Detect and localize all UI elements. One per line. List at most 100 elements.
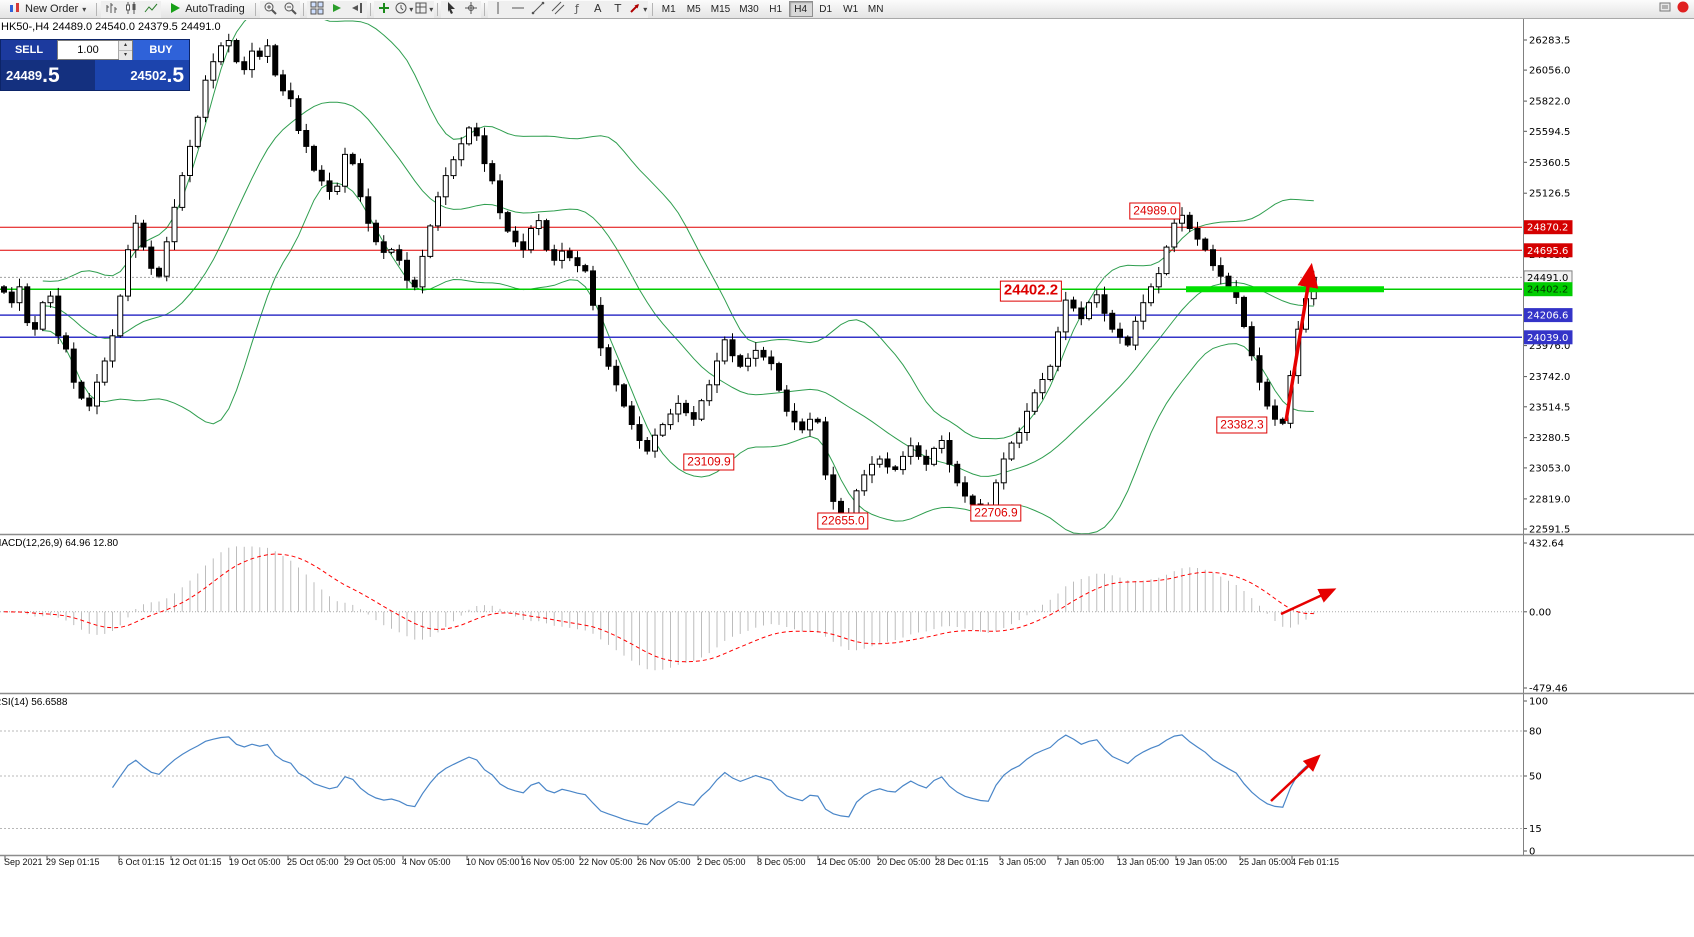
candle-body — [1093, 294, 1100, 304]
candle-body — [783, 389, 790, 412]
buy-price[interactable]: 24502.5 — [95, 60, 189, 90]
timeframe-h1-button[interactable]: H1 — [764, 1, 788, 17]
price-badge: 24039.0 — [1523, 330, 1573, 345]
autotrading-play-icon — [168, 1, 182, 18]
timeframe-m5-button[interactable]: M5 — [682, 1, 706, 17]
timeframe-m1-button[interactable]: M1 — [657, 1, 681, 17]
candle-body — [218, 45, 224, 63]
bar-chart-button[interactable] — [101, 0, 122, 18]
rsi-panel — [0, 730, 1522, 829]
svg-text:T: T — [613, 2, 621, 15]
cursor-button[interactable] — [440, 0, 461, 18]
ohlc-values: 24489.0 24540.0 24379.5 24491.0 — [52, 21, 221, 33]
candle-body — [962, 482, 968, 497]
candle-body — [109, 335, 116, 362]
timeframe-mn-button[interactable]: MN — [864, 1, 888, 17]
toolbar-separator — [96, 2, 98, 16]
trend-arrow[interactable] — [1280, 588, 1337, 616]
candle-body — [380, 241, 387, 253]
new-order-button[interactable]: New Order ▾ — [2, 1, 92, 18]
volume-value[interactable]: 1.00 — [77, 44, 99, 56]
candle-body — [202, 79, 209, 118]
candle-body — [287, 90, 294, 100]
timeframe-w1-button[interactable]: W1 — [839, 1, 863, 17]
chart-shift-button[interactable] — [346, 0, 367, 18]
price-tick-label: 25126.5 — [1529, 189, 1570, 200]
horizontal-line-icon — [511, 1, 525, 18]
time-axis-label: 25 Jan 05:00 — [1239, 857, 1292, 867]
candle-body — [117, 295, 124, 337]
time-axis-label: 29 Sep 01:15 — [46, 857, 100, 867]
candle-body — [512, 230, 519, 243]
candle-body — [667, 413, 674, 426]
price-annotation[interactable]: 22655.0 — [817, 512, 869, 530]
candle-body — [411, 279, 418, 288]
news-icon[interactable] — [1658, 0, 1672, 19]
price-annotation[interactable]: 23382.3 — [1216, 416, 1268, 434]
candle-body — [497, 180, 503, 214]
sell-button[interactable]: SELL — [1, 40, 57, 60]
candle-body — [280, 74, 286, 92]
candle-body — [311, 145, 317, 171]
time-axis-label: 14 Dec 05:00 — [817, 857, 871, 867]
candle-body — [892, 466, 899, 470]
price-annotation[interactable]: 23109.9 — [683, 453, 735, 471]
one-click-trading-panel: SELL 1.00 ▴ ▾ BUY 24489.5 24502.5 — [0, 39, 190, 91]
sell-price[interactable]: 24489.5 — [1, 60, 95, 90]
timeframe-d1-button[interactable]: D1 — [814, 1, 838, 17]
caret-down-icon: ▾ — [643, 4, 648, 14]
autotrading-button[interactable]: AutoTrading — [162, 1, 251, 18]
equidistant-channel-button[interactable] — [547, 0, 568, 18]
candle-body — [814, 418, 821, 423]
buy-button[interactable]: BUY — [133, 40, 189, 60]
svg-text:24870.2: 24870.2 — [1527, 223, 1568, 234]
candle-body — [318, 169, 325, 182]
price-axis: 26283.5 26056.0 25822.0 25594.5 25360.5 25126… — [1523, 36, 1573, 858]
candle-body — [1055, 331, 1061, 367]
timeframe-m30-button[interactable]: M30 — [735, 1, 762, 17]
price-annotation[interactable]: 24402.2 — [999, 280, 1063, 302]
candle-body — [768, 356, 775, 365]
timeframe-m15-button[interactable]: M15 — [707, 1, 734, 17]
zoom-out-button[interactable] — [279, 0, 300, 18]
text-button[interactable]: A — [587, 0, 608, 18]
svg-text:24402.2: 24402.2 — [1527, 285, 1568, 296]
period-dropdown-button[interactable]: ▾ — [393, 0, 414, 18]
new-chart-button[interactable] — [373, 0, 394, 18]
line-chart-button[interactable] — [141, 0, 162, 18]
macd-axis-label: 432.64 — [1529, 539, 1564, 550]
record-icon[interactable] — [1676, 0, 1690, 19]
candle-body — [388, 249, 395, 253]
trendline-button[interactable] — [527, 0, 548, 18]
candlestick-chart-button[interactable] — [121, 0, 142, 18]
auto-scroll-button[interactable] — [326, 0, 347, 18]
horizontal-line-button[interactable] — [507, 0, 528, 18]
tile-windows-button[interactable] — [306, 0, 327, 18]
crosshair-button[interactable] — [460, 0, 481, 18]
trend-arrow[interactable] — [1270, 754, 1321, 802]
candle-body — [419, 255, 426, 288]
volume-field[interactable]: 1.00 ▴ ▾ — [57, 40, 133, 61]
price-tick-label: 25594.5 — [1529, 127, 1570, 138]
vertical-line-button[interactable] — [487, 0, 508, 18]
price-annotation[interactable]: 24989.0 — [1129, 202, 1181, 220]
template-dropdown-button[interactable]: ▾ — [413, 0, 434, 18]
trend-arrow[interactable] — [1284, 262, 1319, 422]
candle-body — [63, 335, 69, 350]
zoom-in-button[interactable] — [259, 0, 280, 18]
crosshair-icon — [464, 1, 478, 18]
arrows-dropdown-button[interactable]: ▾ — [627, 0, 648, 18]
candle-body — [900, 455, 906, 471]
fibonacci-icon: ƒ — [571, 1, 585, 18]
fibonacci-button[interactable]: ƒ — [567, 0, 588, 18]
text-label-button[interactable]: T — [607, 0, 628, 18]
line-chart-icon — [144, 1, 158, 18]
volume-increase-button[interactable]: ▴ — [119, 41, 132, 51]
price-annotation[interactable]: 22706.9 — [970, 504, 1022, 522]
candle-body — [884, 458, 891, 468]
candle-body — [938, 440, 945, 449]
candle-body — [876, 458, 883, 465]
timeframe-h4-button[interactable]: H4 — [788, 1, 813, 17]
